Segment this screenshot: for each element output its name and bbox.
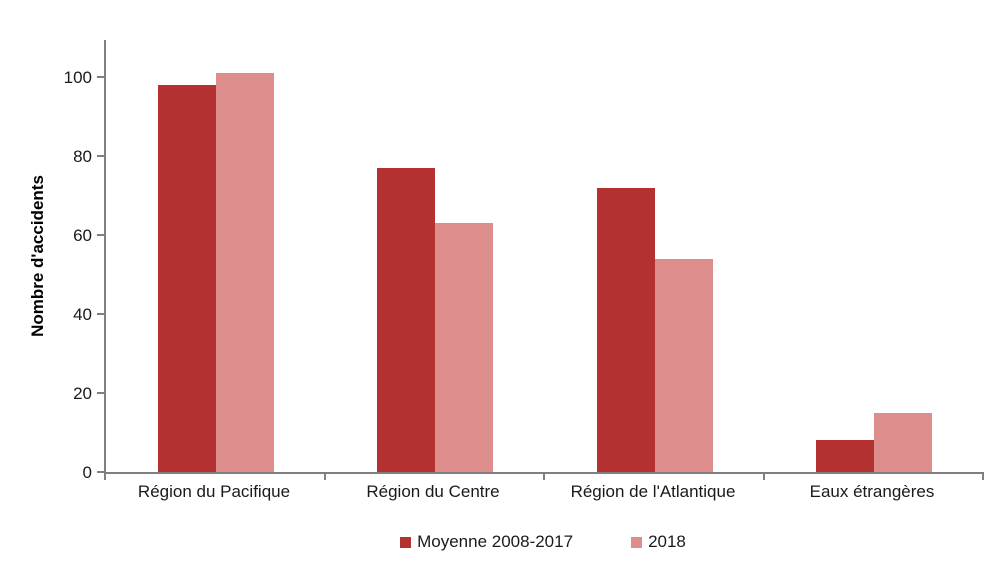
x-tick-mark: [104, 474, 106, 480]
chart-legend: Moyenne 2008-2017 2018: [104, 532, 982, 552]
y-tick-mark: [97, 313, 104, 315]
x-category-label-1: Région du Centre: [366, 482, 500, 501]
x-category-label-3: Eaux étrangères: [809, 482, 935, 501]
legend-swatch-icon: [400, 536, 412, 548]
legend-entry-2018: 2018: [631, 532, 686, 552]
x-category-label-0: Région du Pacifique: [137, 482, 291, 501]
legend-label: Moyenne 2008-2017: [417, 532, 574, 551]
bar-moyenne-2008-2017-cat3: [816, 440, 874, 472]
bar-2018-cat0: [216, 73, 274, 472]
bar-2018-cat1: [435, 223, 493, 472]
y-tick-label-0: 0: [82, 463, 92, 482]
y-tick-mark: [97, 234, 104, 236]
y-tick-label-40: 40: [73, 305, 92, 324]
plot-area: [104, 40, 984, 474]
y-tick-mark: [97, 76, 104, 78]
legend-label: 2018: [648, 532, 686, 551]
x-tick-mark: [982, 474, 984, 480]
bar-moyenne-2008-2017-cat2: [597, 188, 655, 472]
y-tick-label-100: 100: [63, 68, 92, 87]
y-tick-mark: [97, 392, 104, 394]
bar-2018-cat2: [655, 259, 713, 472]
legend-entry-moyenne-2008-2017: Moyenne 2008-2017: [400, 532, 573, 552]
y-tick-label-20: 20: [73, 384, 92, 403]
y-tick-mark: [97, 155, 104, 157]
x-tick-mark: [324, 474, 326, 480]
y-tick-label-80: 80: [73, 147, 92, 166]
bar-moyenne-2008-2017-cat0: [158, 85, 216, 472]
legend-swatch-icon: [631, 536, 643, 548]
bar-moyenne-2008-2017-cat1: [377, 168, 435, 472]
x-tick-mark: [543, 474, 545, 480]
bar-2018-cat3: [874, 413, 932, 472]
y-tick-label-60: 60: [73, 226, 92, 245]
y-tick-mark: [97, 471, 104, 473]
x-category-label-2: Région de l'Atlantique: [570, 482, 736, 501]
x-tick-mark: [763, 474, 765, 480]
